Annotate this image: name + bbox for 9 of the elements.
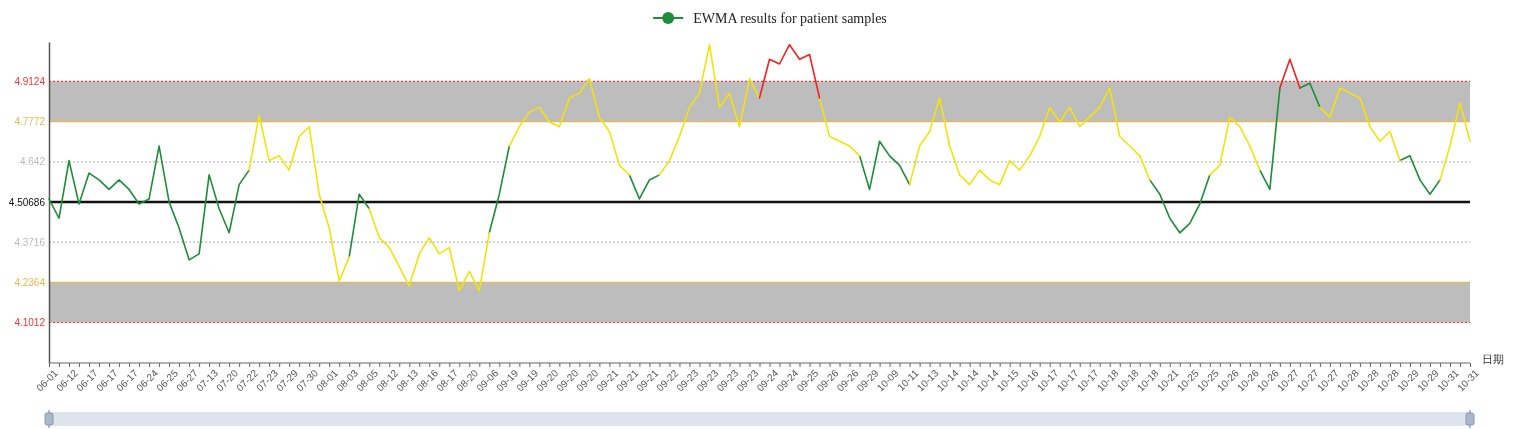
y-tick-label: 4.2364: [14, 277, 46, 289]
y-tick-label: 4.1012: [14, 317, 46, 329]
y-tick-label: 4.3716: [14, 236, 46, 248]
legend-label: EWMA results for patient samples: [693, 10, 887, 26]
y-tick-label: 4.642: [19, 156, 46, 168]
y-tick-label: 4.9124: [14, 76, 46, 88]
y-tick-label: 4.7772: [14, 116, 46, 128]
y-tick-label: 4.50686: [8, 196, 46, 208]
x-axis-title: 日期: [1482, 353, 1504, 365]
